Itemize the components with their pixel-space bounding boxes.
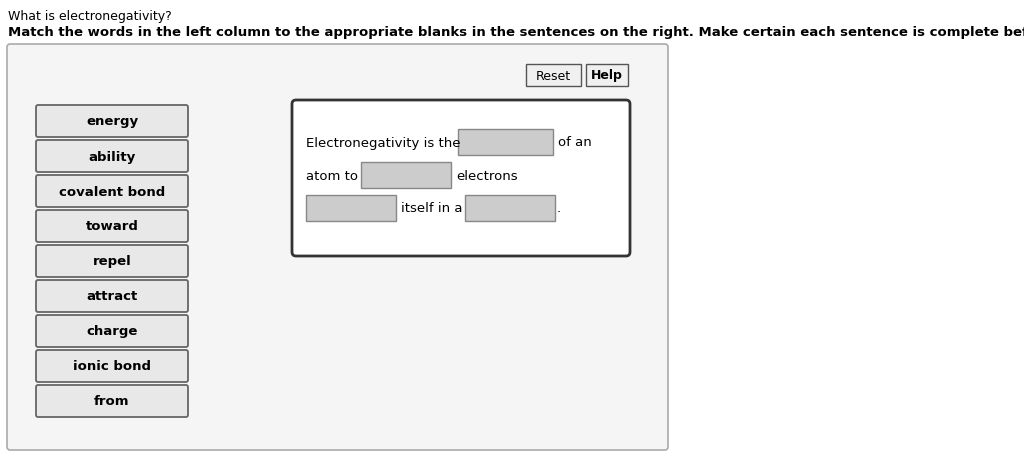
FancyBboxPatch shape xyxy=(36,176,188,207)
Text: covalent bond: covalent bond xyxy=(58,185,165,198)
Text: ability: ability xyxy=(88,150,135,163)
FancyBboxPatch shape xyxy=(36,385,188,417)
Text: What is electronegativity?: What is electronegativity? xyxy=(8,10,172,23)
Text: attract: attract xyxy=(86,290,137,303)
Text: electrons: electrons xyxy=(456,169,517,182)
FancyBboxPatch shape xyxy=(36,315,188,347)
Bar xyxy=(465,196,555,222)
Bar xyxy=(361,162,451,188)
Bar xyxy=(586,65,628,87)
FancyBboxPatch shape xyxy=(36,350,188,382)
Text: atom to: atom to xyxy=(306,169,358,182)
FancyBboxPatch shape xyxy=(7,45,668,450)
Text: itself in a: itself in a xyxy=(401,202,463,215)
Text: Electronegativity is the: Electronegativity is the xyxy=(306,136,461,149)
Text: Help: Help xyxy=(591,69,623,82)
Bar xyxy=(458,130,553,156)
Text: .: . xyxy=(557,202,561,215)
FancyBboxPatch shape xyxy=(36,106,188,138)
Text: of an: of an xyxy=(558,136,592,149)
Text: repel: repel xyxy=(92,255,131,268)
Text: toward: toward xyxy=(86,220,138,233)
FancyBboxPatch shape xyxy=(36,141,188,172)
Bar xyxy=(306,196,396,222)
Text: from: from xyxy=(94,394,130,408)
Text: Reset: Reset xyxy=(536,69,571,82)
Text: ionic bond: ionic bond xyxy=(73,360,151,373)
FancyBboxPatch shape xyxy=(292,101,630,257)
FancyBboxPatch shape xyxy=(36,211,188,243)
FancyBboxPatch shape xyxy=(36,280,188,312)
FancyBboxPatch shape xyxy=(36,245,188,278)
Bar xyxy=(526,65,581,87)
Text: energy: energy xyxy=(86,115,138,128)
Text: charge: charge xyxy=(86,325,137,338)
Text: Match the words in the left column to the appropriate blanks in the sentences on: Match the words in the left column to th… xyxy=(8,26,1024,39)
